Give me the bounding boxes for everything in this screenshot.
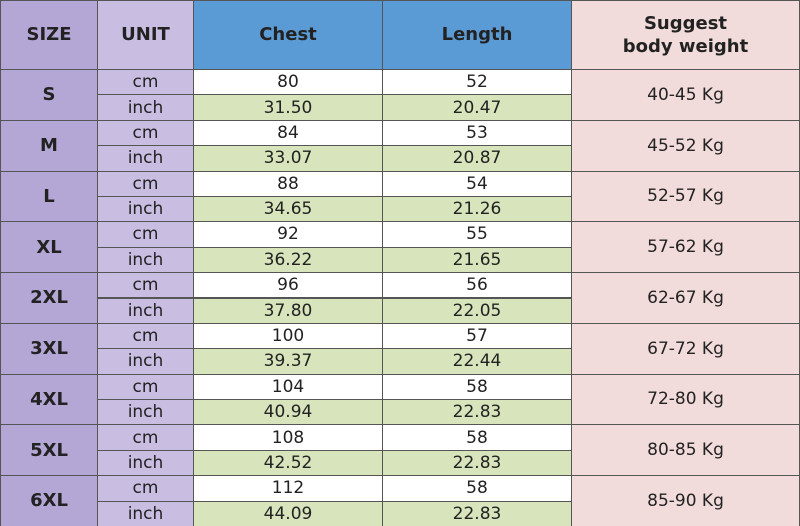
size-label: XL xyxy=(0,221,98,274)
length-cell: 57 xyxy=(382,322,572,350)
chest-cell: 44.09 xyxy=(193,500,383,526)
unit-cell: inch xyxy=(97,246,194,274)
chest-cell: 108 xyxy=(193,424,383,451)
weight-cell: 40-45 Kg xyxy=(571,69,800,121)
header-weight: Suggest body weight xyxy=(571,0,800,70)
unit-cell: cm xyxy=(97,272,194,299)
chest-cell: 31.50 xyxy=(193,94,383,121)
size-label: 6XL xyxy=(0,475,98,526)
header-size: SIZE xyxy=(0,0,98,70)
unit-cell: cm xyxy=(97,424,194,451)
chest-cell: 40.94 xyxy=(193,399,383,426)
unit-cell: inch xyxy=(97,145,194,172)
weight-cell: 85-90 Kg xyxy=(571,475,800,526)
unit-cell: cm xyxy=(97,322,194,350)
weight-cell: 67-72 Kg xyxy=(571,322,800,375)
size-label: L xyxy=(0,170,98,223)
unit-cell: inch xyxy=(97,348,194,375)
length-cell: 22.44 xyxy=(382,348,572,375)
unit-cell: cm xyxy=(97,475,194,502)
length-cell: 22.83 xyxy=(382,449,572,477)
unit-cell: inch xyxy=(97,449,194,477)
size-label: S xyxy=(0,69,98,121)
length-cell: 22.05 xyxy=(382,297,572,324)
length-cell: 21.65 xyxy=(382,246,572,274)
unit-cell: inch xyxy=(97,399,194,426)
chest-cell: 36.22 xyxy=(193,246,383,274)
chest-cell: 34.65 xyxy=(193,195,383,223)
length-cell: 55 xyxy=(382,221,572,248)
chest-cell: 84 xyxy=(193,119,383,147)
unit-cell: inch xyxy=(97,195,194,223)
weight-cell: 72-80 Kg xyxy=(571,373,800,426)
chest-cell: 92 xyxy=(193,221,383,248)
chest-cell: 33.07 xyxy=(193,145,383,172)
unit-cell: cm xyxy=(97,119,194,147)
length-cell: 54 xyxy=(382,170,572,197)
length-cell: 56 xyxy=(382,272,572,299)
weight-cell: 62-67 Kg xyxy=(571,272,800,324)
chest-cell: 88 xyxy=(193,170,383,197)
unit-cell: inch xyxy=(97,94,194,121)
size-label: 5XL xyxy=(0,424,98,477)
unit-cell: cm xyxy=(97,373,194,401)
header-length: Length xyxy=(382,0,572,70)
unit-cell: inch xyxy=(97,297,194,324)
chest-cell: 112 xyxy=(193,475,383,502)
length-cell: 52 xyxy=(382,69,572,96)
length-cell: 22.83 xyxy=(382,500,572,526)
length-cell: 21.26 xyxy=(382,195,572,223)
weight-cell: 45-52 Kg xyxy=(571,119,800,172)
unit-cell: cm xyxy=(97,170,194,197)
chest-cell: 37.80 xyxy=(193,297,383,324)
size-label: M xyxy=(0,119,98,172)
length-cell: 20.87 xyxy=(382,145,572,172)
size-label: 2XL xyxy=(0,272,98,324)
size-label: 3XL xyxy=(0,322,98,375)
weight-cell: 52-57 Kg xyxy=(571,170,800,223)
length-cell: 58 xyxy=(382,373,572,401)
unit-cell: cm xyxy=(97,221,194,248)
chest-cell: 42.52 xyxy=(193,449,383,477)
chest-cell: 104 xyxy=(193,373,383,401)
chest-cell: 39.37 xyxy=(193,348,383,375)
header-chest: Chest xyxy=(193,0,383,70)
unit-cell: inch xyxy=(97,500,194,526)
length-cell: 58 xyxy=(382,424,572,451)
weight-cell: 80-85 Kg xyxy=(571,424,800,477)
chest-cell: 100 xyxy=(193,322,383,350)
chest-cell: 96 xyxy=(193,272,383,299)
size-label: 4XL xyxy=(0,373,98,426)
weight-cell: 57-62 Kg xyxy=(571,221,800,274)
length-cell: 53 xyxy=(382,119,572,147)
chest-cell: 80 xyxy=(193,69,383,96)
header-unit: UNIT xyxy=(97,0,194,70)
unit-cell: cm xyxy=(97,69,194,96)
length-cell: 22.83 xyxy=(382,399,572,426)
length-cell: 20.47 xyxy=(382,94,572,121)
length-cell: 58 xyxy=(382,475,572,502)
